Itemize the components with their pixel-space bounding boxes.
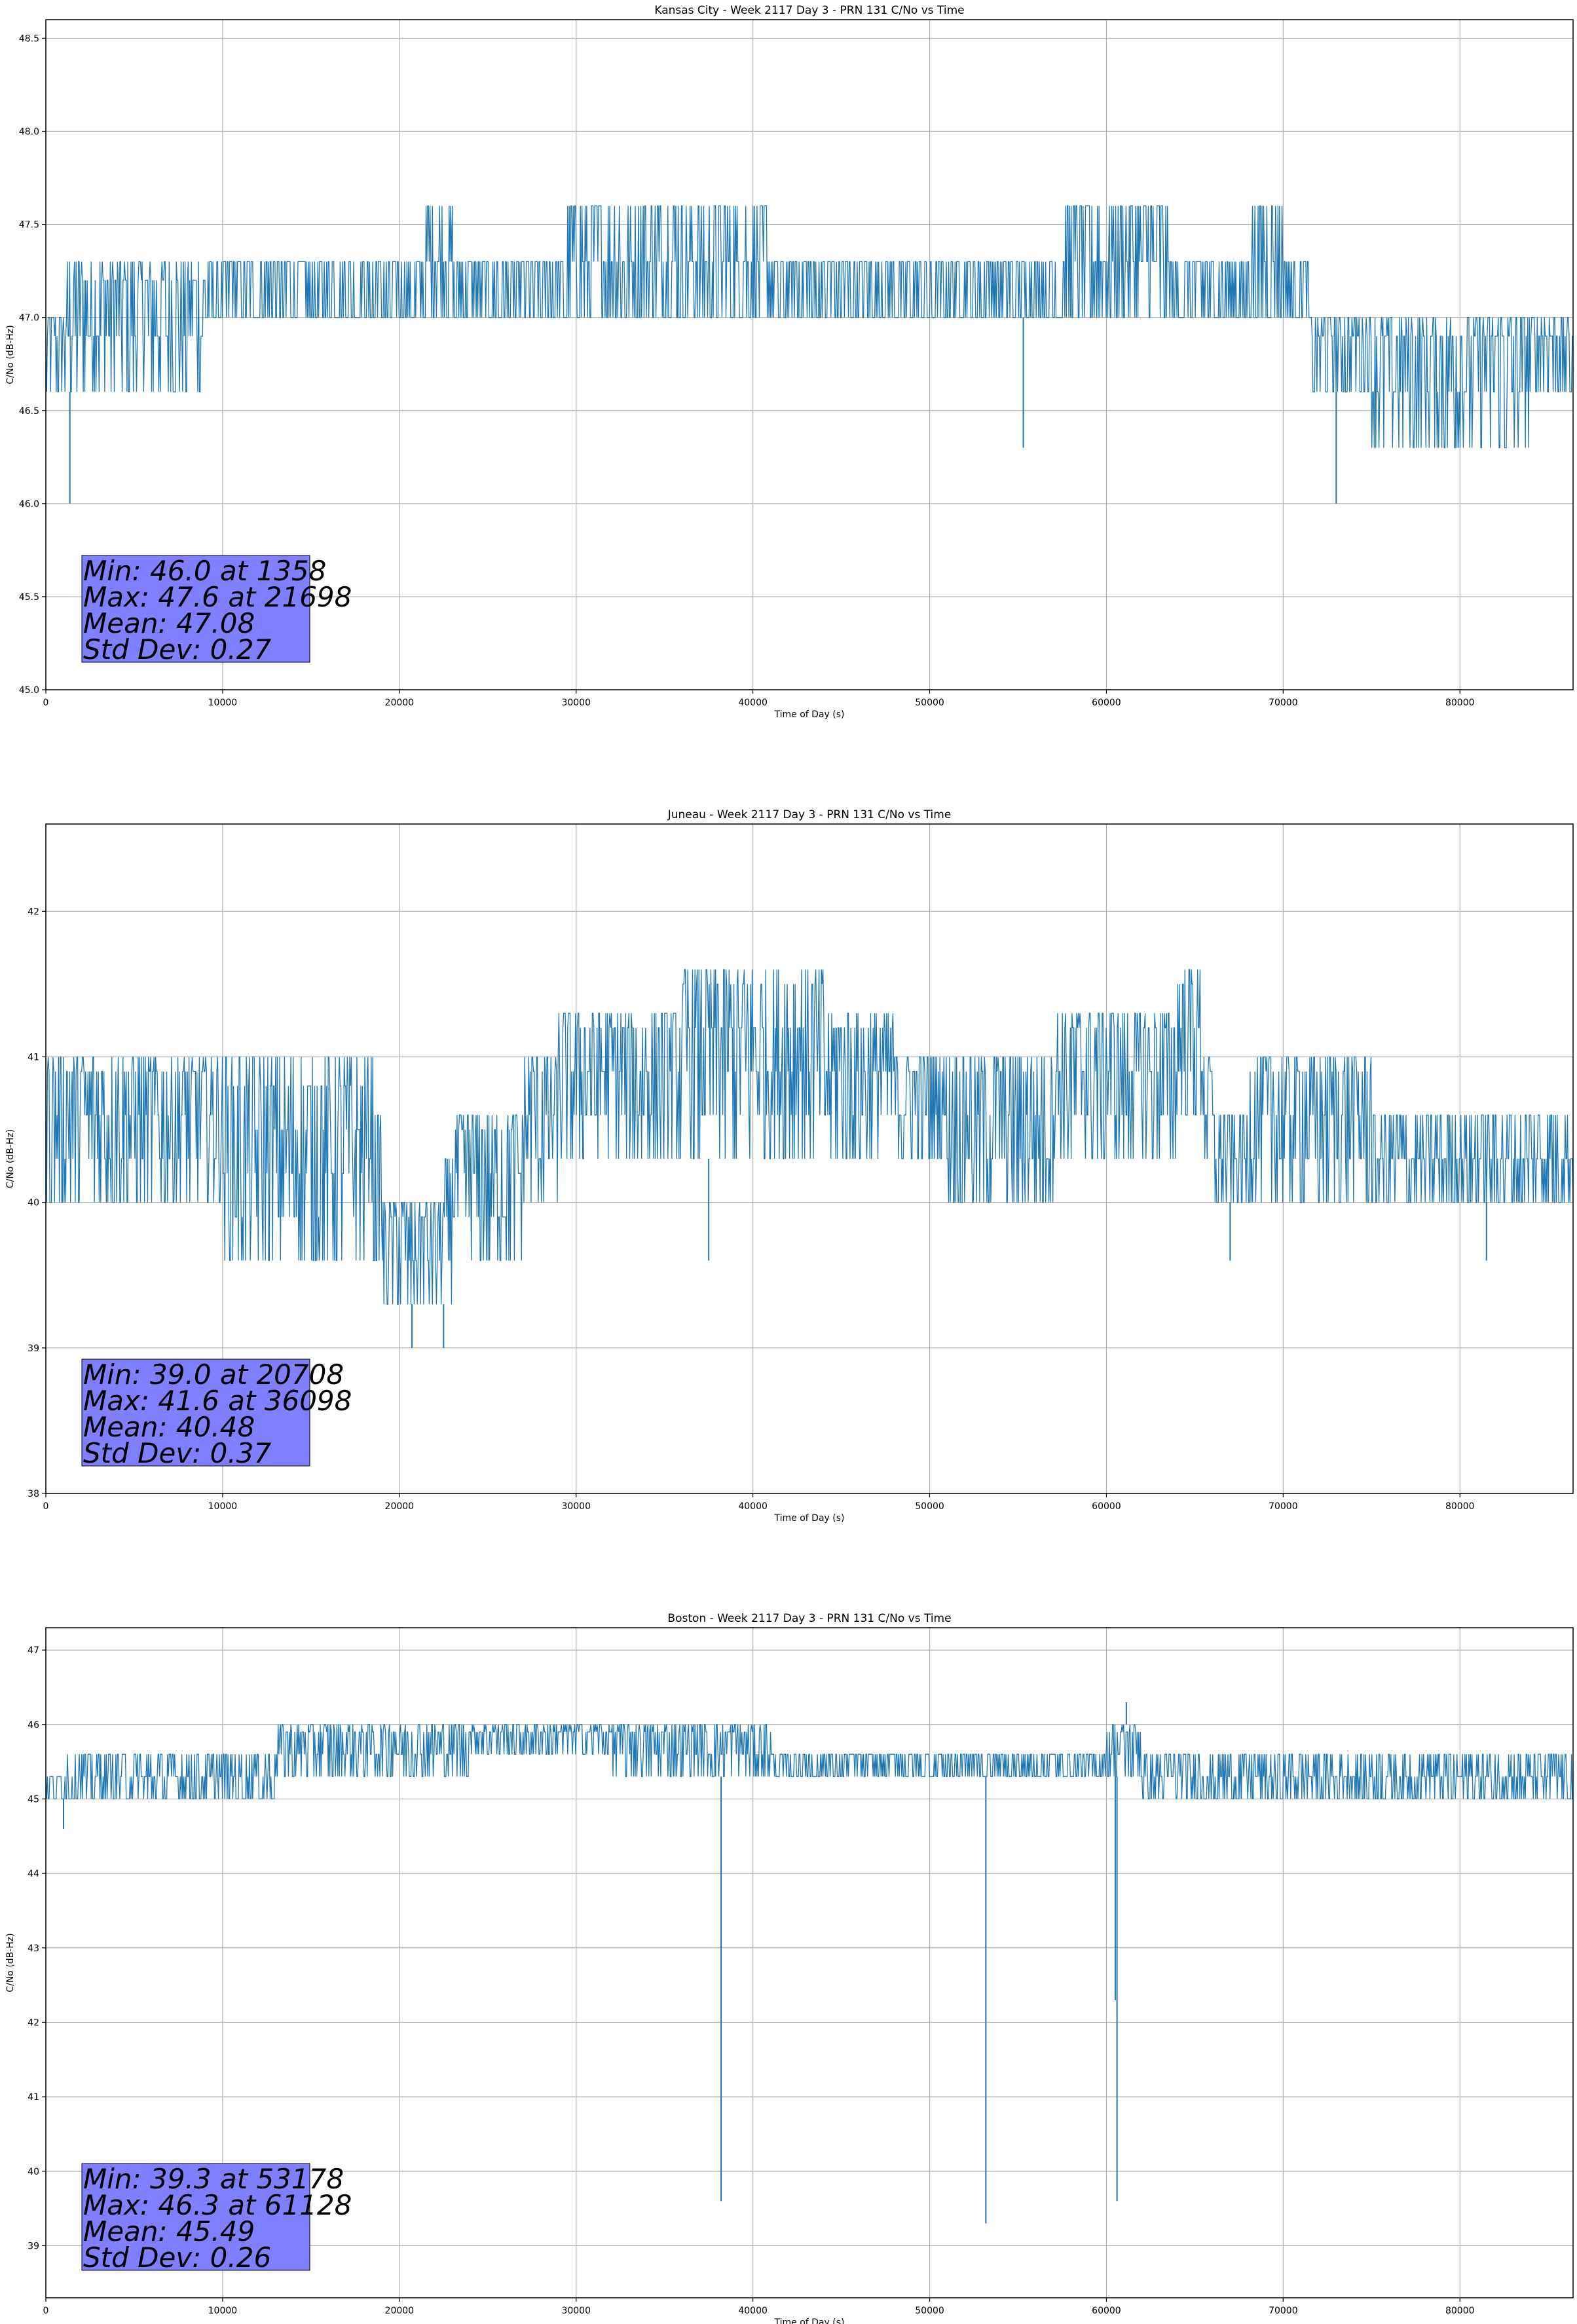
- y-tick-label: 48.0: [19, 127, 39, 138]
- y-tick-label: 43: [28, 1943, 39, 1954]
- chart-title: Boston - Week 2117 Day 3 - PRN 131 C/No …: [667, 1612, 951, 1625]
- y-tick-label: 42: [28, 907, 39, 917]
- x-tick-label: 60000: [1092, 2306, 1121, 2316]
- y-axis-label: C/No (dB-Hz): [5, 1129, 16, 1188]
- x-tick-label: 20000: [385, 2306, 415, 2316]
- x-tick-label: 70000: [1269, 2306, 1298, 2316]
- stats-min: Min: 39.3 at 53178: [83, 2163, 344, 2195]
- stats-box: [81, 2163, 310, 2271]
- x-tick-label: 20000: [385, 698, 415, 708]
- x-tick-label: 10000: [208, 698, 238, 708]
- x-tick-label: 60000: [1092, 698, 1121, 708]
- x-tick-label: 0: [43, 1501, 49, 1512]
- stats-mean: Mean: 45.49: [83, 2215, 255, 2247]
- stats-max: Max: 47.6 at 21698: [83, 581, 352, 613]
- y-tick-label: 45.5: [19, 592, 39, 603]
- x-tick-label: 30000: [561, 2306, 591, 2316]
- chart-title: Juneau - Week 2117 Day 3 - PRN 131 C/No …: [667, 808, 952, 821]
- x-tick-label: 10000: [208, 1501, 238, 1512]
- y-tick-label: 39: [28, 2241, 39, 2251]
- stats-min: Min: 39.0 at 20708: [83, 1359, 344, 1391]
- y-tick-label: 47: [28, 1645, 39, 1656]
- x-tick-label: 10000: [208, 2306, 238, 2316]
- x-tick-label: 20000: [385, 1501, 415, 1512]
- x-tick-label: 50000: [915, 698, 944, 708]
- chart-1: 0 10000 20000 30000 40000 50000 60000 70000 8000…: [5, 4, 1574, 720]
- x-axis-label: Time of Day (s): [774, 709, 845, 720]
- x-tick-label: 30000: [561, 1501, 591, 1512]
- y-tick-label: 47.5: [19, 220, 39, 231]
- x-tick-label: 60000: [1092, 1501, 1121, 1512]
- chart-title: Kansas City - Week 2117 Day 3 - PRN 131 …: [654, 4, 964, 17]
- y-tick-label: 45.0: [19, 685, 39, 696]
- y-tick-label: 39: [28, 1343, 39, 1354]
- axes-frame: [45, 19, 1574, 690]
- x-axis-label: Time of Day (s): [774, 1513, 845, 1524]
- x-tick-label: 70000: [1269, 698, 1298, 708]
- y-tick-label: 46: [28, 1720, 39, 1731]
- y-tick-label: 38: [28, 1489, 39, 1499]
- x-tick-label: 50000: [915, 2306, 944, 2316]
- stats-max: Max: 41.6 at 36098: [83, 1385, 352, 1417]
- data-series-line: [45, 205, 1573, 449]
- x-tick-label: 40000: [738, 1501, 768, 1512]
- x-tick-label: 80000: [1445, 2306, 1475, 2316]
- axes-frame: [45, 823, 1574, 1494]
- x-tick-label: 80000: [1445, 698, 1475, 708]
- x-tick-label: 70000: [1269, 1501, 1298, 1512]
- y-axis-label: C/No (dB-Hz): [5, 325, 16, 384]
- stats-mean: Mean: 40.48: [83, 1411, 255, 1443]
- y-tick-label: 40: [28, 2167, 39, 2177]
- y-tick-label: 48.5: [19, 33, 39, 44]
- x-tick-label: 0: [43, 698, 49, 708]
- x-tick-label: 50000: [915, 1501, 944, 1512]
- y-tick-label: 44: [28, 1869, 39, 1879]
- chart-3: 0 10000 20000 30000 40000 50000 60000 70000 8000…: [5, 1612, 1574, 2324]
- y-tick-label: 46.5: [19, 406, 39, 417]
- stats-min: Min: 46.0 at 1358: [83, 555, 326, 587]
- stats-std-dev: Std Dev: 0.37: [83, 1437, 271, 1469]
- x-tick-label: 80000: [1445, 1501, 1475, 1512]
- x-tick-label: 30000: [561, 698, 591, 708]
- x-axis-label: Time of Day (s): [774, 2317, 845, 2324]
- y-axis-label: C/No (dB-Hz): [5, 1933, 16, 1992]
- x-tick-label: 40000: [738, 2306, 768, 2316]
- y-tick-label: 40: [28, 1198, 39, 1209]
- x-tick-label: 40000: [738, 698, 768, 708]
- chart-2: 0 10000 20000 30000 40000 50000 60000 70000 8000…: [5, 808, 1574, 1524]
- stats-std-dev: Std Dev: 0.27: [83, 633, 271, 665]
- y-tick-label: 41: [28, 2092, 39, 2103]
- y-tick-label: 47.0: [19, 313, 39, 324]
- x-tick-label: 0: [43, 2306, 49, 2316]
- y-tick-label: 42: [28, 2017, 39, 2028]
- axes-frame: [45, 1627, 1574, 2298]
- data-series-line: [45, 1724, 1573, 1800]
- y-tick-label: 46.0: [19, 499, 39, 510]
- stats-mean: Mean: 47.08: [83, 607, 255, 639]
- y-tick-label: 45: [28, 1794, 39, 1805]
- stats-box: [81, 1359, 310, 1467]
- stats-box: [81, 555, 310, 663]
- stats-std-dev: Std Dev: 0.26: [83, 2241, 271, 2274]
- y-tick-label: 41: [28, 1052, 39, 1062]
- stats-max: Max: 46.3 at 61128: [83, 2189, 352, 2221]
- data-series-line: [45, 969, 1574, 1305]
